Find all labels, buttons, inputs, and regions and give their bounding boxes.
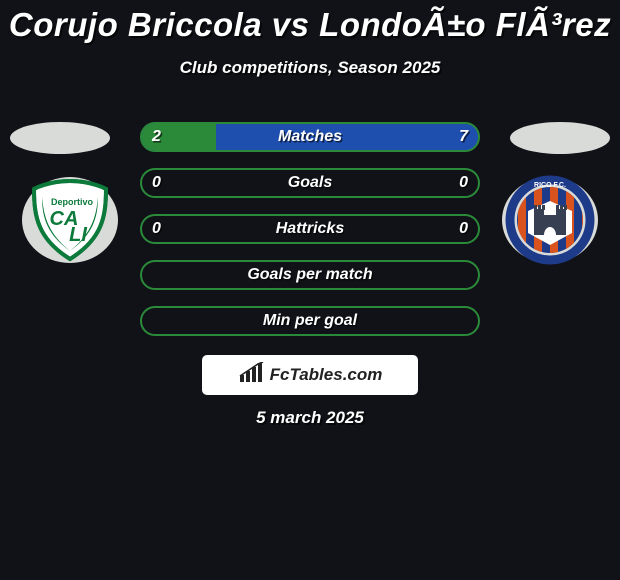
stat-row: Goals per match <box>140 260 480 290</box>
comparison-card: Corujo Briccola vs LondoÃ±o FlÃ³rez Club… <box>0 0 620 580</box>
stat-value-left: 0 <box>152 220 161 238</box>
stat-row: 0 0 Goals <box>140 168 480 198</box>
brand-box[interactable]: FcTables.com <box>202 355 418 395</box>
stat-value-right: 0 <box>459 220 468 238</box>
brand-text: FcTables.com <box>270 365 383 385</box>
club-badge-right: RICO F.C. <box>500 175 600 265</box>
club-badge-left: Deportivo CA LI <box>20 175 120 265</box>
stat-label: Min per goal <box>263 312 357 330</box>
svg-text:RICO F.C.: RICO F.C. <box>534 182 566 189</box>
stat-row: Min per goal <box>140 306 480 336</box>
stat-row: 2 7 Matches <box>140 122 480 152</box>
stat-label: Goals per match <box>247 266 372 284</box>
stat-row: 0 0 Hattricks <box>140 214 480 244</box>
stat-label: Matches <box>278 128 342 146</box>
player-photo-left <box>10 122 110 154</box>
stats-rows: 2 7 Matches 0 0 Goals 0 0 Hattricks Goals per mat… <box>140 122 480 352</box>
stat-value-right: 0 <box>459 174 468 192</box>
svg-text:LI: LI <box>69 224 87 246</box>
subtitle: Club competitions, Season 2025 <box>0 58 620 78</box>
stat-value-left: 0 <box>152 174 161 192</box>
date-text: 5 march 2025 <box>0 408 620 428</box>
page-title: Corujo Briccola vs LondoÃ±o FlÃ³rez <box>0 0 620 44</box>
stat-fill-right <box>216 124 478 150</box>
stat-value-right: 7 <box>459 128 468 146</box>
stat-value-left: 2 <box>152 128 161 146</box>
bar-chart-icon <box>238 362 264 389</box>
stat-label: Hattricks <box>276 220 344 238</box>
player-photo-right <box>510 122 610 154</box>
stat-label: Goals <box>288 174 332 192</box>
svg-text:Deportivo: Deportivo <box>51 197 94 207</box>
